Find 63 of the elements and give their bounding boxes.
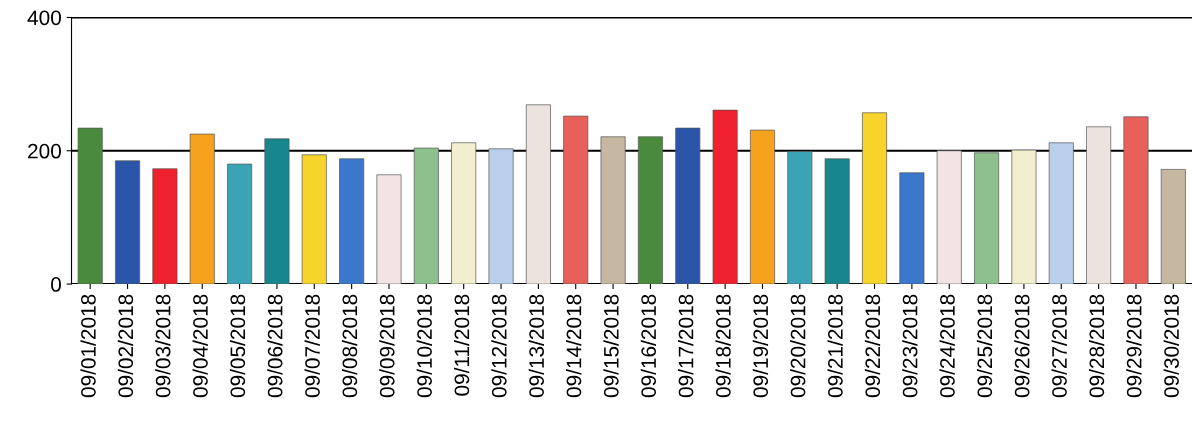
- bar: [899, 172, 925, 285]
- bar: [413, 147, 439, 285]
- x-tick-label: 09/30/2018: [1163, 294, 1179, 398]
- x-tick-label: 09/19/2018: [752, 294, 769, 398]
- bar: [1123, 116, 1149, 285]
- bar: [1086, 126, 1112, 285]
- bar: [488, 148, 514, 285]
- x-tick-label: 09/20/2018: [790, 294, 806, 398]
- x-tick-label: 09/28/2018: [1088, 294, 1105, 398]
- x-tick-label: 09/29/2018: [1126, 294, 1142, 398]
- x-tick-label: 09/09/2018: [379, 294, 395, 398]
- x-tick-label: 09/13/2018: [528, 294, 544, 398]
- bar: [600, 136, 626, 285]
- bar: [675, 127, 701, 285]
- x-tick-label: 09/15/2018: [603, 294, 619, 398]
- bar: [451, 142, 477, 285]
- bar: [1048, 142, 1074, 285]
- bar: [264, 138, 290, 285]
- x-tick-label: 09/12/2018: [491, 294, 507, 398]
- bar: [339, 158, 365, 285]
- bar: [77, 127, 103, 285]
- bar: [974, 152, 1000, 285]
- x-tick-label: 09/05/2018: [229, 294, 246, 398]
- bar: [301, 154, 327, 285]
- y-tick-label: 400: [27, 10, 61, 26]
- bar: [824, 158, 850, 285]
- bar: [1011, 149, 1037, 285]
- bar: [1160, 169, 1186, 285]
- bar: [152, 168, 178, 285]
- bar: [525, 104, 551, 285]
- x-tick-label: 09/07/2018: [304, 294, 320, 398]
- x-tick-label: 09/01/2018: [80, 294, 96, 398]
- bar: [712, 109, 738, 285]
- x-tick-label: 09/16/2018: [640, 294, 657, 398]
- x-tick-label: 09/23/2018: [902, 294, 918, 398]
- x-tick-label: 09/10/2018: [416, 294, 432, 398]
- bar: [787, 151, 813, 285]
- x-tick-label: 09/04/2018: [192, 294, 208, 398]
- x-tick-label: 09/02/2018: [117, 294, 134, 398]
- bar: [189, 133, 215, 285]
- bar: [936, 150, 962, 285]
- x-tick-label: 09/03/2018: [155, 294, 171, 398]
- bar: [749, 129, 775, 285]
- x-tick-label: 09/08/2018: [341, 294, 358, 398]
- x-tick-label: 09/21/2018: [827, 294, 843, 398]
- bar: [563, 115, 589, 285]
- x-tick-label: 09/11/2018: [453, 294, 470, 396]
- x-tick-label: 09/06/2018: [267, 294, 283, 398]
- bar: [862, 112, 888, 285]
- y-tick-label: 0: [51, 277, 61, 292]
- x-tick-label: 09/25/2018: [976, 294, 993, 398]
- bar: [637, 136, 663, 285]
- x-tick-label: 09/17/2018: [678, 294, 694, 398]
- bar: [227, 163, 253, 285]
- x-tick-label: 09/24/2018: [939, 294, 955, 398]
- x-tick-label: 09/18/2018: [715, 294, 731, 398]
- y-tick-label: 200: [28, 143, 61, 159]
- x-tick-label: 09/27/2018: [1051, 294, 1067, 398]
- bar: [376, 174, 402, 285]
- bar: [115, 160, 141, 285]
- x-tick-label: 09/26/2018: [1014, 294, 1030, 398]
- x-tick-label: 09/22/2018: [864, 294, 881, 398]
- x-tick-label: 09/14/2018: [566, 294, 582, 398]
